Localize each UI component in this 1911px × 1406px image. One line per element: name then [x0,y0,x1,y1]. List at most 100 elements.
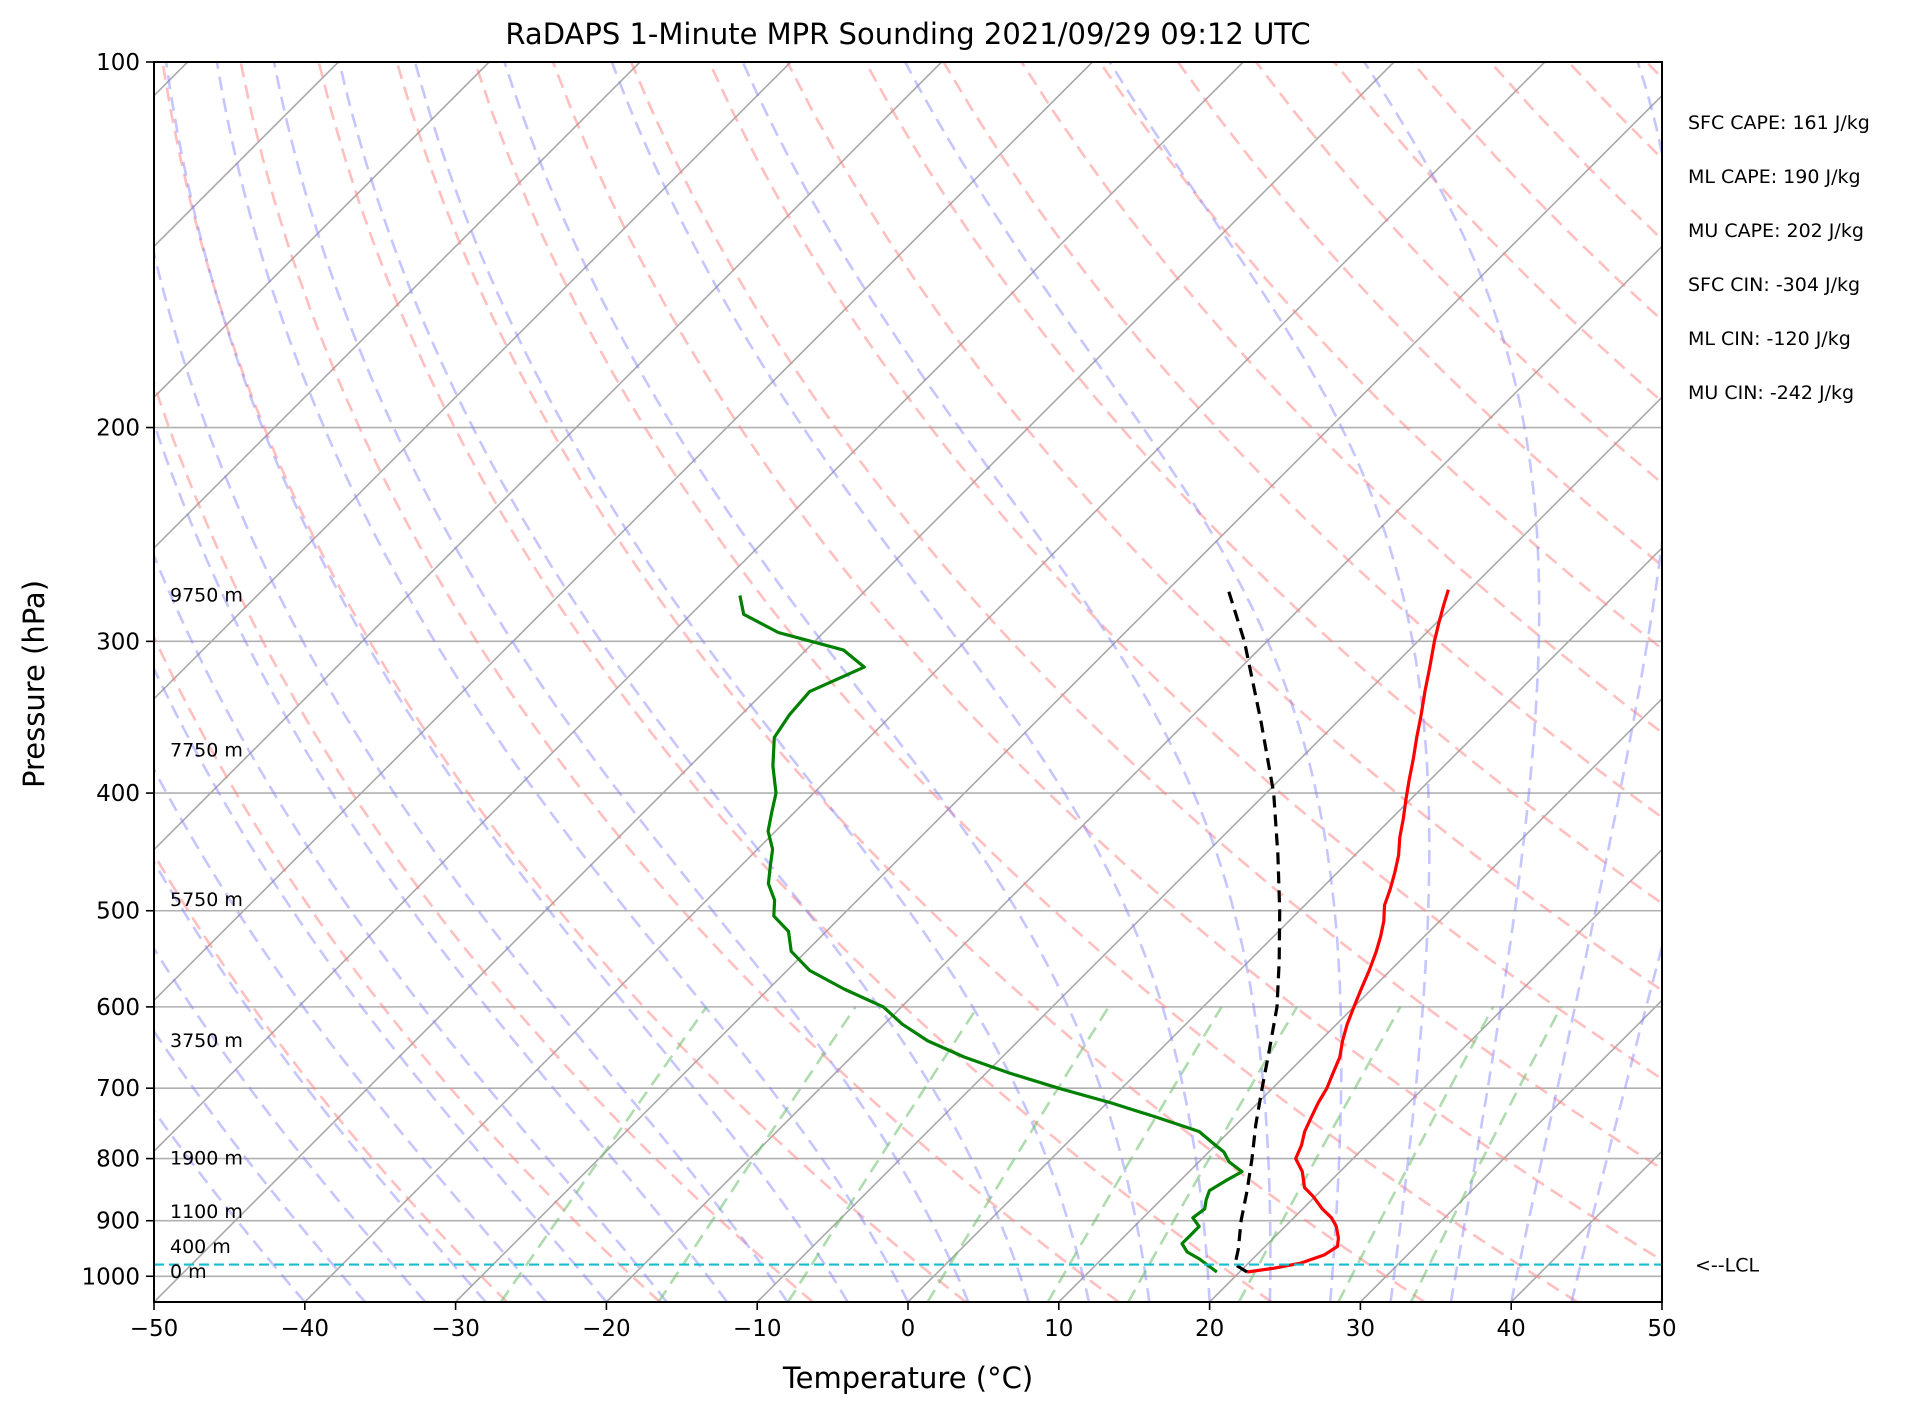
moist-adiabat-line [338,62,1030,1302]
dry-adiabat-line [1489,62,1662,242]
moist-adiabat-line [154,665,608,1302]
x-axis-label: Temperature (°C) [782,1361,1033,1395]
dry-adiabat-line [629,62,1662,1171]
x-tick-label: 10 [1044,1316,1073,1342]
moist-adiabat-line [413,62,1091,1302]
moist-adiabat-line [154,552,668,1302]
x-tick-label: −50 [130,1316,179,1342]
isotherm-line [605,245,1662,1302]
x-tick-label: 20 [1195,1316,1224,1342]
dry-adiabat-line [1567,62,1662,161]
dry-adiabat-line [154,851,509,1302]
background-lines [154,62,1662,1302]
isotherm-line [154,62,792,700]
isotherm-line [154,62,1093,1002]
y-tick-label: 400 [96,781,140,807]
dry-adiabat-line [1020,62,1662,735]
temperature-trace [1246,589,1450,1274]
y-tick-label: 200 [96,416,140,442]
height-label: 1100 m [170,1201,243,1223]
isotherm-line [154,62,1395,1302]
plot-annotations: <--LCL 0 m 400 m 1100 m 1900 m 3750 m 5750 m 77… [154,584,1759,1283]
x-tick-label: −10 [733,1316,782,1342]
parameter-text: MU CAPE: 202 J/kg [1688,220,1864,242]
x-tick-label: −30 [431,1316,480,1342]
mixing-ratio-line [1237,1006,1402,1302]
height-label: 0 m [170,1261,207,1283]
parameter-text: SFC CAPE: 161 J/kg [1688,112,1870,134]
y-tick-label: 300 [96,629,140,655]
y-axis-label: Pressure (hPa) [17,580,51,788]
x-tick-label: 50 [1647,1316,1676,1342]
parameter-text: SFC CIN: -304 J/kg [1688,274,1860,296]
x-tick-label: 30 [1346,1316,1375,1342]
height-label: 3750 m [170,1030,243,1052]
dry-adiabat-line [1176,62,1662,568]
moist-adiabat-line [1363,62,1541,1302]
y-tick-label: 100 [96,50,140,76]
y-tick-label: 700 [96,1076,140,1102]
moist-adiabat-line [741,62,1272,1302]
mixing-ratio-line [1337,1006,1495,1302]
dry-adiabat-line [708,62,1662,1081]
isotherm-line [455,94,1662,1302]
dry-adiabat-line [551,62,1662,1262]
moist-adiabat-line [1509,62,1662,1302]
moist-adiabat-line [154,1108,306,1302]
dry-adiabat-line [395,62,1426,1302]
isotherm-line [154,62,1244,1153]
y-tick-label: 900 [96,1209,140,1235]
isotherm-line [154,62,490,399]
height-label: 9750 m [170,584,243,606]
moist-adiabat-line [154,419,729,1302]
dry-adiabat-line [1333,62,1662,404]
mixing-ratio-line [1127,1006,1299,1302]
lcl-label: <--LCL [1695,1255,1759,1277]
moist-adiabat-line [154,248,789,1302]
parcel-trace [1226,589,1282,1274]
isotherm-line [756,396,1662,1302]
y-tick-label: 600 [96,995,140,1021]
y-tick-label: 500 [96,899,140,925]
moist-adiabat-line [1108,62,1431,1302]
height-label: 7750 m [170,740,243,762]
moist-adiabat-line [154,946,427,1302]
y-tick-label: 800 [96,1147,140,1173]
parameter-text: MU CIN: -242 J/kg [1688,382,1854,404]
x-tick-label: −40 [281,1316,330,1342]
y-tick-label: 1000 [81,1264,140,1290]
height-label: 5750 m [170,889,243,911]
moist-adiabat-line [272,62,970,1302]
moist-adiabat-line [610,62,1211,1302]
x-tick-label: 0 [901,1316,916,1342]
moist-adiabat-line [154,766,548,1302]
sounding-traces [738,589,1450,1274]
height-label: 400 m [170,1236,231,1258]
mixing-ratio-line [926,1006,1110,1302]
dry-adiabat-line [942,62,1662,819]
moist-adiabat-line [903,62,1343,1302]
dry-adiabat-line [317,62,1273,1302]
moist-adiabat-line [154,1029,367,1302]
moist-adiabat-line [1570,941,1662,1302]
isotherm-line [1510,1150,1662,1302]
dry-adiabat-line [473,62,1579,1302]
isotherm-line [154,62,641,550]
height-label: 1900 m [170,1148,243,1170]
parameter-text: ML CIN: -120 J/kg [1688,328,1851,350]
mixing-ratio-line [786,1006,979,1302]
isotherm-line [304,62,1546,1302]
dry-adiabat-line [154,634,661,1302]
mixing-ratio-line [1046,1006,1223,1302]
dry-adiabat-line [239,62,1120,1302]
mixing-ratio-line [1409,1006,1563,1302]
chart-title: RaDAPS 1-Minute MPR Sounding 2021/09/29 … [505,17,1310,51]
thermo-parameters: SFC CAPE: 161 J/kg ML CAPE: 190 J/kg MU CA… [1688,112,1870,404]
isotherm-line [1058,697,1662,1302]
parameter-text: ML CAPE: 190 J/kg [1688,166,1861,188]
mixing-ratio-line [657,1006,857,1302]
dry-adiabat-line [161,62,967,1302]
dry-adiabat-line [1098,62,1662,651]
